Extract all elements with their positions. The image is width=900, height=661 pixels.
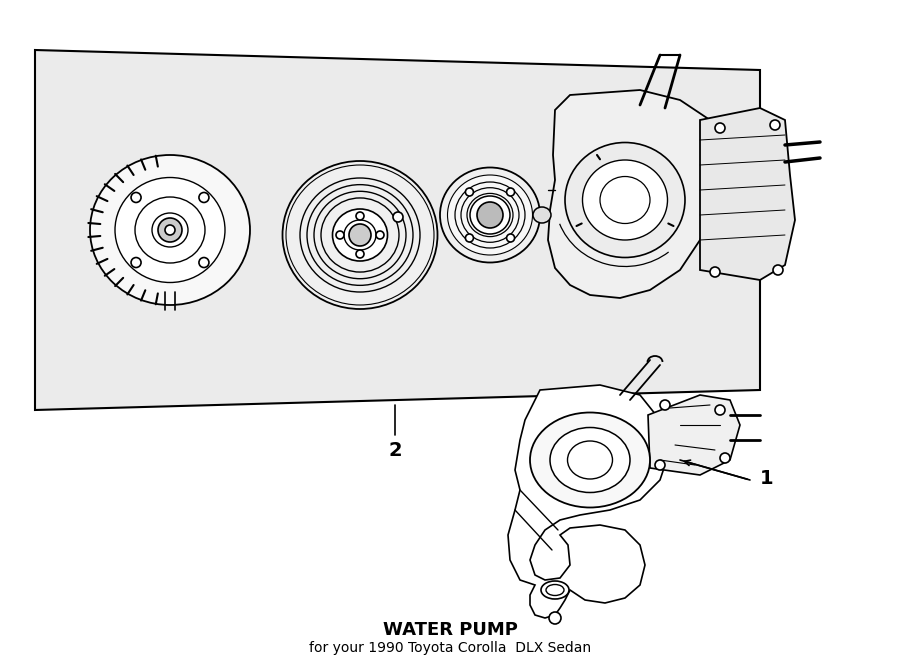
Ellipse shape xyxy=(550,428,630,492)
Polygon shape xyxy=(700,108,795,280)
Ellipse shape xyxy=(470,196,510,234)
Ellipse shape xyxy=(440,167,540,262)
Text: 2: 2 xyxy=(388,440,401,459)
Circle shape xyxy=(131,192,141,202)
Polygon shape xyxy=(648,395,740,475)
Text: 1: 1 xyxy=(760,469,774,488)
Circle shape xyxy=(655,460,665,470)
Ellipse shape xyxy=(152,213,188,247)
Circle shape xyxy=(349,224,371,246)
Ellipse shape xyxy=(541,581,569,599)
Ellipse shape xyxy=(447,175,533,255)
Circle shape xyxy=(715,405,725,415)
Ellipse shape xyxy=(115,178,225,282)
Circle shape xyxy=(477,202,503,228)
Polygon shape xyxy=(35,50,760,410)
Circle shape xyxy=(356,212,364,220)
Ellipse shape xyxy=(568,441,613,479)
Circle shape xyxy=(376,231,384,239)
Circle shape xyxy=(549,612,561,624)
Circle shape xyxy=(199,192,209,202)
Circle shape xyxy=(393,212,403,222)
Polygon shape xyxy=(548,90,720,298)
Circle shape xyxy=(507,234,515,242)
Circle shape xyxy=(131,258,141,268)
Circle shape xyxy=(720,453,730,463)
Text: WATER PUMP: WATER PUMP xyxy=(382,621,518,639)
Text: for your 1990 Toyota Corolla  DLX Sedan: for your 1990 Toyota Corolla DLX Sedan xyxy=(309,641,591,655)
Ellipse shape xyxy=(533,207,551,223)
Circle shape xyxy=(465,188,473,196)
Circle shape xyxy=(158,218,182,242)
Circle shape xyxy=(660,400,670,410)
Circle shape xyxy=(336,231,344,239)
Ellipse shape xyxy=(283,161,437,309)
Ellipse shape xyxy=(530,412,650,508)
Ellipse shape xyxy=(600,176,650,223)
Circle shape xyxy=(465,234,473,242)
Polygon shape xyxy=(508,385,670,618)
Circle shape xyxy=(199,258,209,268)
Circle shape xyxy=(165,225,175,235)
Ellipse shape xyxy=(344,220,376,250)
Ellipse shape xyxy=(286,165,434,305)
Circle shape xyxy=(507,188,515,196)
Circle shape xyxy=(715,123,725,133)
Circle shape xyxy=(770,120,780,130)
Ellipse shape xyxy=(90,155,250,305)
Circle shape xyxy=(356,250,364,258)
Circle shape xyxy=(773,265,783,275)
Ellipse shape xyxy=(332,209,388,261)
Ellipse shape xyxy=(546,584,564,596)
Circle shape xyxy=(710,267,720,277)
Ellipse shape xyxy=(565,143,685,258)
Ellipse shape xyxy=(135,197,205,263)
Ellipse shape xyxy=(582,160,668,240)
